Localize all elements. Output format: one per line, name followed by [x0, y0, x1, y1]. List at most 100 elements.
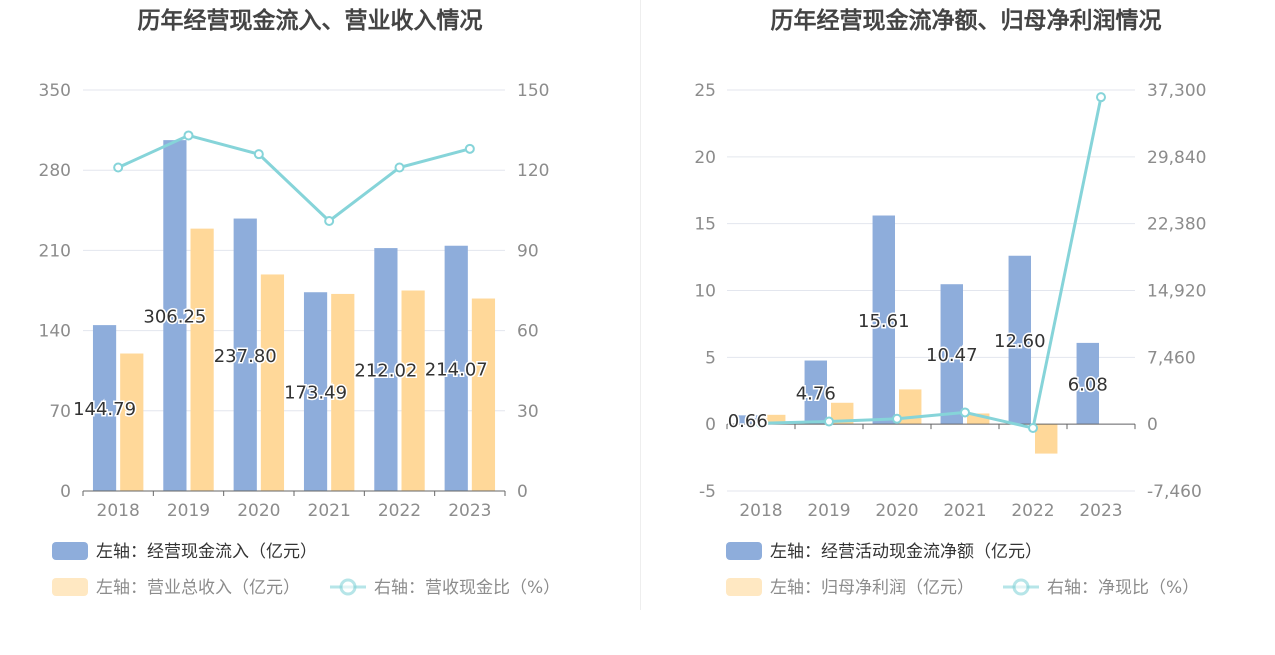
bar-secondary: [1035, 424, 1058, 454]
x-axis-tick-label: 2019: [167, 501, 210, 521]
bar-data-label: 173.49: [284, 383, 347, 404]
legend-line-marker: [1012, 578, 1030, 596]
bar-data-label: 10.47: [926, 345, 978, 366]
bar-secondary: [260, 274, 285, 491]
ratio-line-point: [824, 416, 834, 427]
bar-primary: [444, 245, 468, 491]
bar-secondary: [331, 293, 355, 491]
legend-swatch: [52, 542, 88, 560]
legend-label: 右轴：营收现金比（%）: [374, 578, 560, 598]
ratio-line-point: [253, 149, 264, 160]
right-axis-tick-label: 30: [517, 402, 539, 422]
ratio-line-point: [394, 162, 405, 173]
bar-primary: [303, 292, 328, 491]
x-axis-tick-label: 2022: [1011, 501, 1054, 521]
right-axis-tick-label: 150: [517, 81, 549, 101]
x-axis-tick-label: 2021: [308, 501, 351, 521]
left-axis-tick-label: 210: [39, 241, 71, 261]
bar-secondary: [899, 389, 922, 425]
left-axis-tick-label: 25: [694, 81, 716, 101]
left-axis-tick-label: 15: [694, 215, 716, 235]
bar-primary: [374, 248, 398, 491]
bar-secondary: [831, 402, 854, 425]
x-axis-tick-label: 2021: [943, 501, 986, 521]
bar-primary: [163, 140, 187, 491]
bar-primary: [233, 218, 257, 492]
bar-secondary: [967, 413, 990, 425]
bar-primary: [1076, 342, 1099, 425]
bar-data-label: 144.79: [73, 399, 136, 420]
ratio-line-point: [324, 215, 335, 226]
ratio-line-point: [464, 143, 475, 154]
left-axis-tick-label: 20: [694, 148, 716, 168]
bar-secondary: [471, 298, 496, 491]
legend-label: 左轴：归母净利润（亿元）: [770, 578, 974, 598]
ratio-line: [760, 96, 1103, 430]
left-axis-tick-label: 10: [694, 282, 716, 302]
ratio-line-point: [183, 130, 194, 141]
right-axis-tick-label: 22,380: [1147, 215, 1206, 235]
bar-secondary: [401, 290, 425, 491]
x-axis-tick-label: 2023: [1079, 501, 1122, 521]
bar-primary: [940, 284, 963, 425]
legend-label: 左轴：经营现金流入（亿元）: [96, 542, 317, 562]
bar-data-label: 237.80: [214, 346, 277, 367]
bar-data-label: 214.07: [425, 359, 488, 380]
right-axis-tick-label: 7,460: [1147, 348, 1196, 368]
right-axis-tick-label: 0: [517, 482, 528, 502]
x-axis-tick-label: 2018: [739, 501, 782, 521]
right-axis-tick-label: 90: [517, 241, 539, 261]
bar-secondary: [190, 228, 214, 492]
bar-primary: [1008, 255, 1031, 425]
bar-primary: [804, 360, 827, 425]
right-axis-tick-label: 14,920: [1147, 282, 1206, 302]
x-axis-tick-label: 2022: [378, 501, 421, 521]
bar-primary: [872, 215, 895, 425]
legend-swatch: [726, 578, 762, 596]
chart-divider: [640, 0, 641, 610]
x-axis-tick-label: 2023: [448, 501, 491, 521]
legend-swatch: [52, 578, 88, 596]
left-axis-tick-label: 0: [705, 415, 716, 435]
bar-secondary: [120, 353, 144, 491]
bar-primary: [92, 325, 117, 491]
ratio-line-point: [960, 407, 970, 418]
bar-data-label: 15.61: [858, 311, 910, 332]
left-axis-tick-label: -5: [699, 482, 716, 502]
right-axis-tick-label: 37,300: [1147, 81, 1206, 101]
ratio-line-point: [113, 162, 124, 173]
left-axis-tick-label: 140: [39, 322, 71, 342]
ratio-line-point: [756, 418, 766, 429]
ratio-line-point: [892, 413, 902, 424]
chart-2-title: 历年经营现金流净额、归母净利润情况: [771, 7, 1162, 34]
bar-data-label: 12.60: [994, 331, 1046, 352]
bar-secondary: [763, 414, 786, 425]
x-axis-tick-label: 2019: [807, 501, 850, 521]
ratio-line-point: [1096, 92, 1106, 103]
bar-data-label: 306.25: [143, 307, 206, 328]
bar-data-label: 6.08: [1068, 375, 1108, 396]
left-axis-tick-label: 280: [39, 161, 71, 181]
bar-data-label: 212.02: [354, 361, 417, 382]
x-axis-tick-label: 2020: [875, 501, 918, 521]
chart-1-title: 历年经营现金流入、营业收入情况: [138, 7, 483, 34]
left-axis-tick-label: 0: [60, 482, 71, 502]
legend-label: 右轴：净现比（%）: [1047, 578, 1199, 598]
right-axis-tick-label: 60: [517, 322, 539, 342]
ratio-line-point: [1028, 423, 1038, 434]
right-axis-tick-label: 29,840: [1147, 148, 1206, 168]
legend-swatch: [726, 542, 762, 560]
legend-label: 左轴：经营活动现金流净额（亿元）: [770, 542, 1042, 562]
right-axis-tick-label: 120: [517, 161, 549, 181]
ratio-line: [117, 133, 471, 223]
x-axis-tick-label: 2018: [97, 501, 140, 521]
bar-primary: [736, 415, 759, 425]
left-axis-tick-label: 70: [49, 402, 71, 422]
bar-data-label: 4.76: [796, 383, 836, 404]
left-axis-tick-label: 5: [705, 348, 716, 368]
left-axis-tick-label: 350: [39, 81, 71, 101]
legend-line-marker: [339, 578, 357, 596]
right-axis-tick-label: 0: [1147, 415, 1158, 435]
right-axis-tick-label: -7,460: [1147, 482, 1202, 502]
